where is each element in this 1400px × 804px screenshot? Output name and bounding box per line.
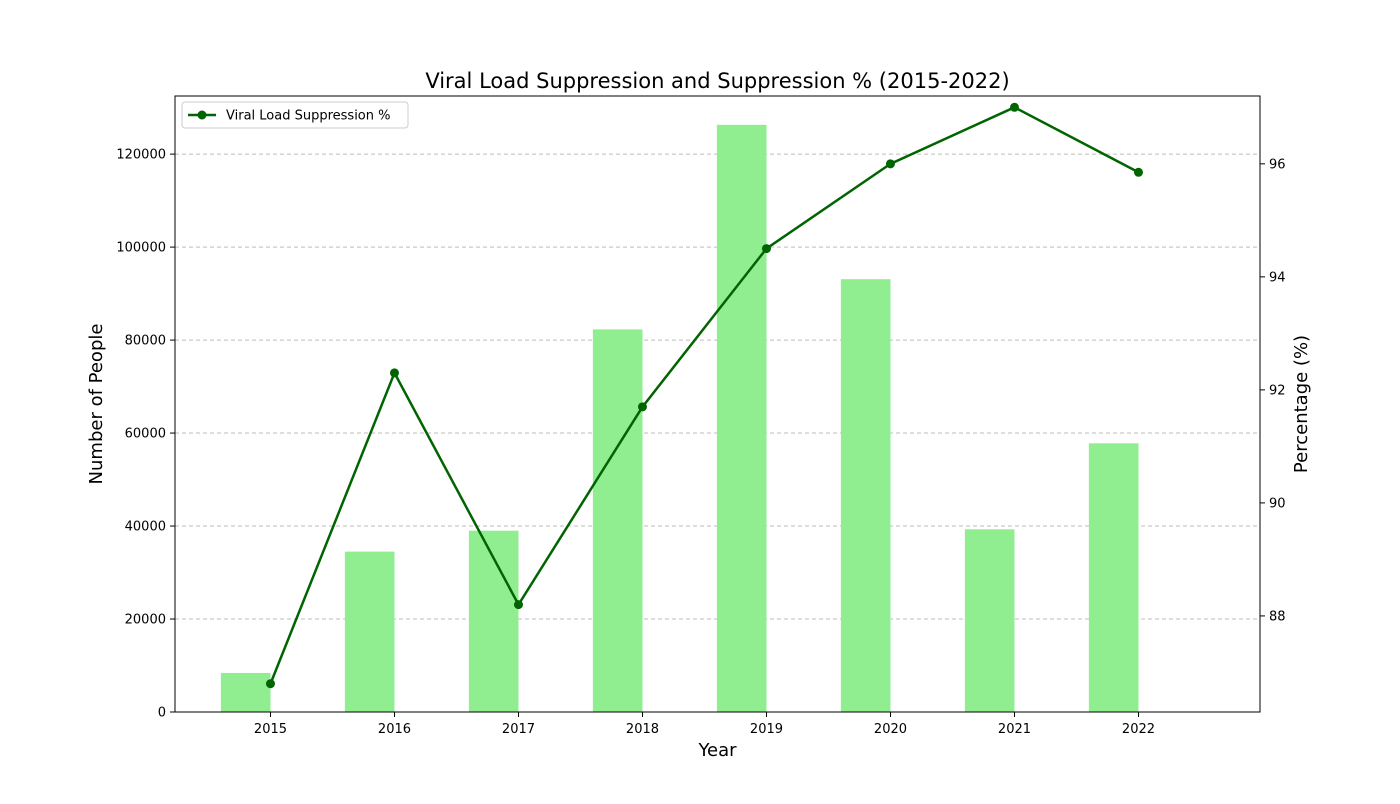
bar-2016 (344, 551, 395, 712)
right-tick-label: 90 (1269, 496, 1286, 511)
left-tick-label: 80000 (125, 334, 166, 349)
left-tick-label: 120000 (116, 148, 166, 163)
left-tick-label: 20000 (125, 613, 166, 628)
bar-2022 (1088, 443, 1139, 712)
line-point-2020 (885, 159, 895, 169)
x-tick-label: 2015 (254, 722, 287, 737)
left-y-axis-label: Number of People (86, 324, 107, 485)
bar-2020 (840, 279, 891, 712)
line-point-2017 (513, 600, 523, 610)
line-point-2018 (637, 402, 647, 412)
bar-2018 (592, 329, 643, 712)
legend-box (181, 101, 409, 129)
left-tick-label: 40000 (125, 520, 166, 535)
legend-label: Viral Load Suppression % (226, 109, 390, 124)
x-tick-label: 2017 (502, 722, 535, 737)
bar-2015 (220, 672, 271, 712)
bar-2019 (716, 124, 767, 712)
line-point-2016 (389, 368, 399, 378)
line-point-2019 (761, 244, 771, 254)
right-tick-label: 92 (1269, 383, 1286, 398)
right-tick-label: 88 (1269, 609, 1286, 624)
left-tick-label: 60000 (125, 427, 166, 442)
x-tick-label: 2018 (626, 722, 659, 737)
left-tick-label: 0 (158, 706, 166, 721)
right-tick-label: 96 (1269, 157, 1286, 172)
line-series (265, 102, 1143, 689)
x-axis-label: Year (697, 740, 737, 761)
right-tick-label: 94 (1269, 270, 1286, 285)
x-tick-label: 2021 (998, 722, 1031, 737)
line-point-2022 (1133, 167, 1143, 177)
chart-title: Viral Load Suppression and Suppression %… (425, 69, 1009, 93)
x-axis: 2015 2016 2017 2018 2019 2020 2021 2022 (254, 712, 1155, 737)
plot-frame (174, 95, 1261, 713)
right-y-axis-label: Percentage (%) (1291, 335, 1312, 473)
left-tick-label: 100000 (116, 241, 166, 256)
right-y-axis: 88 90 92 94 96 (1260, 157, 1286, 624)
x-tick-label: 2022 (1122, 722, 1155, 737)
legend: Viral Load Suppression % (181, 101, 409, 129)
legend-dot-marker (197, 110, 207, 120)
x-tick-label: 2016 (378, 722, 411, 737)
bar-series (220, 124, 1139, 712)
line-path (269, 105, 1140, 685)
x-tick-label: 2019 (750, 722, 783, 737)
bar-2021 (964, 529, 1015, 712)
line-point-2021 (1009, 102, 1019, 112)
x-tick-label: 2020 (874, 722, 907, 737)
line-point-2015 (265, 679, 275, 689)
left-y-axis: 0 20000 40000 60000 80000 100000 120000 (116, 148, 175, 721)
